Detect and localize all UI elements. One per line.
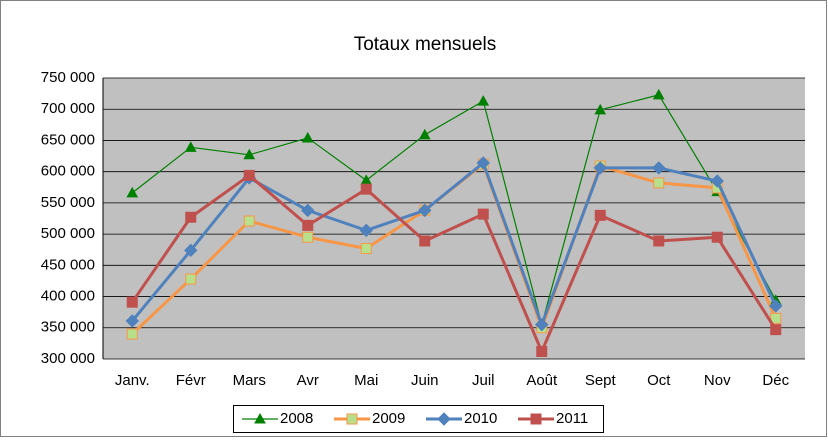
data-point [653,235,665,247]
data-point [652,161,666,175]
data-point [302,219,314,231]
legend-marker [346,413,358,425]
data-point [301,203,315,218]
legend-label: 2010 [464,410,497,427]
series-line [131,161,778,327]
data-point [476,156,490,170]
data-point [769,299,783,313]
data-point [126,296,138,308]
data-point [184,141,197,152]
data-point [302,231,314,243]
plot-area [103,78,805,359]
x-tick-label: Déc [762,372,789,389]
y-tick-label: 650 000 [41,131,95,148]
data-point [770,312,782,324]
data-point [184,243,198,258]
data-point [418,203,432,218]
data-point [477,95,490,106]
data-point [419,235,431,247]
x-tick-label: Sept [585,372,617,389]
y-tick-label: 550 000 [41,194,95,211]
y-tick-label: 450 000 [41,256,95,273]
data-point [711,231,723,243]
x-tick-label: Févr [176,372,206,389]
data-point [594,209,606,221]
x-tick-label: Oct [647,372,671,389]
x-tick-label: Juin [411,372,439,389]
legend-marker [530,413,542,425]
data-point [652,88,665,100]
data-point [185,211,197,223]
data-point [126,328,138,340]
data-point [770,324,782,336]
data-point [536,346,548,358]
y-tick-label: 700 000 [41,100,95,117]
legend-marker [437,412,451,426]
y-tick-label: 600 000 [41,163,95,180]
data-point [185,273,197,285]
x-tick-label: Mai [354,372,378,389]
legend-label: 2009 [372,410,405,427]
y-tick-label: 400 000 [41,288,95,305]
x-tick-label: Nov [704,372,731,389]
data-point [360,183,372,195]
data-point [477,208,489,220]
data-point [360,242,372,254]
data-point [535,317,549,332]
y-tick-label: 350 000 [41,319,95,336]
y-tick-label: 750 000 [41,69,95,86]
data-point [243,215,255,227]
data-point [125,314,139,328]
y-tick-label: 300 000 [41,350,95,367]
x-tick-label: Janv. [115,372,150,389]
data-point [418,128,431,140]
data-point [126,186,139,198]
data-point [710,174,724,188]
legend-label: 2008 [280,410,313,427]
x-tick-label: Mars [233,372,266,389]
chart-title: Totaux mensuels [354,34,497,55]
data-point [243,148,256,160]
data-point [359,223,373,238]
data-point [594,103,607,115]
x-tick-label: Avr [297,372,319,389]
y-tick-label: 500 000 [41,225,95,242]
series-line [131,173,778,354]
data-point [301,131,314,143]
x-tick-label: Août [526,372,558,389]
x-tick-label: Juil [472,372,495,389]
data-point [653,177,665,189]
series-line [131,94,777,326]
legend-label: 2011 [556,410,588,427]
legend-marker [254,412,266,424]
data-point [243,169,255,181]
data-point [593,161,607,175]
